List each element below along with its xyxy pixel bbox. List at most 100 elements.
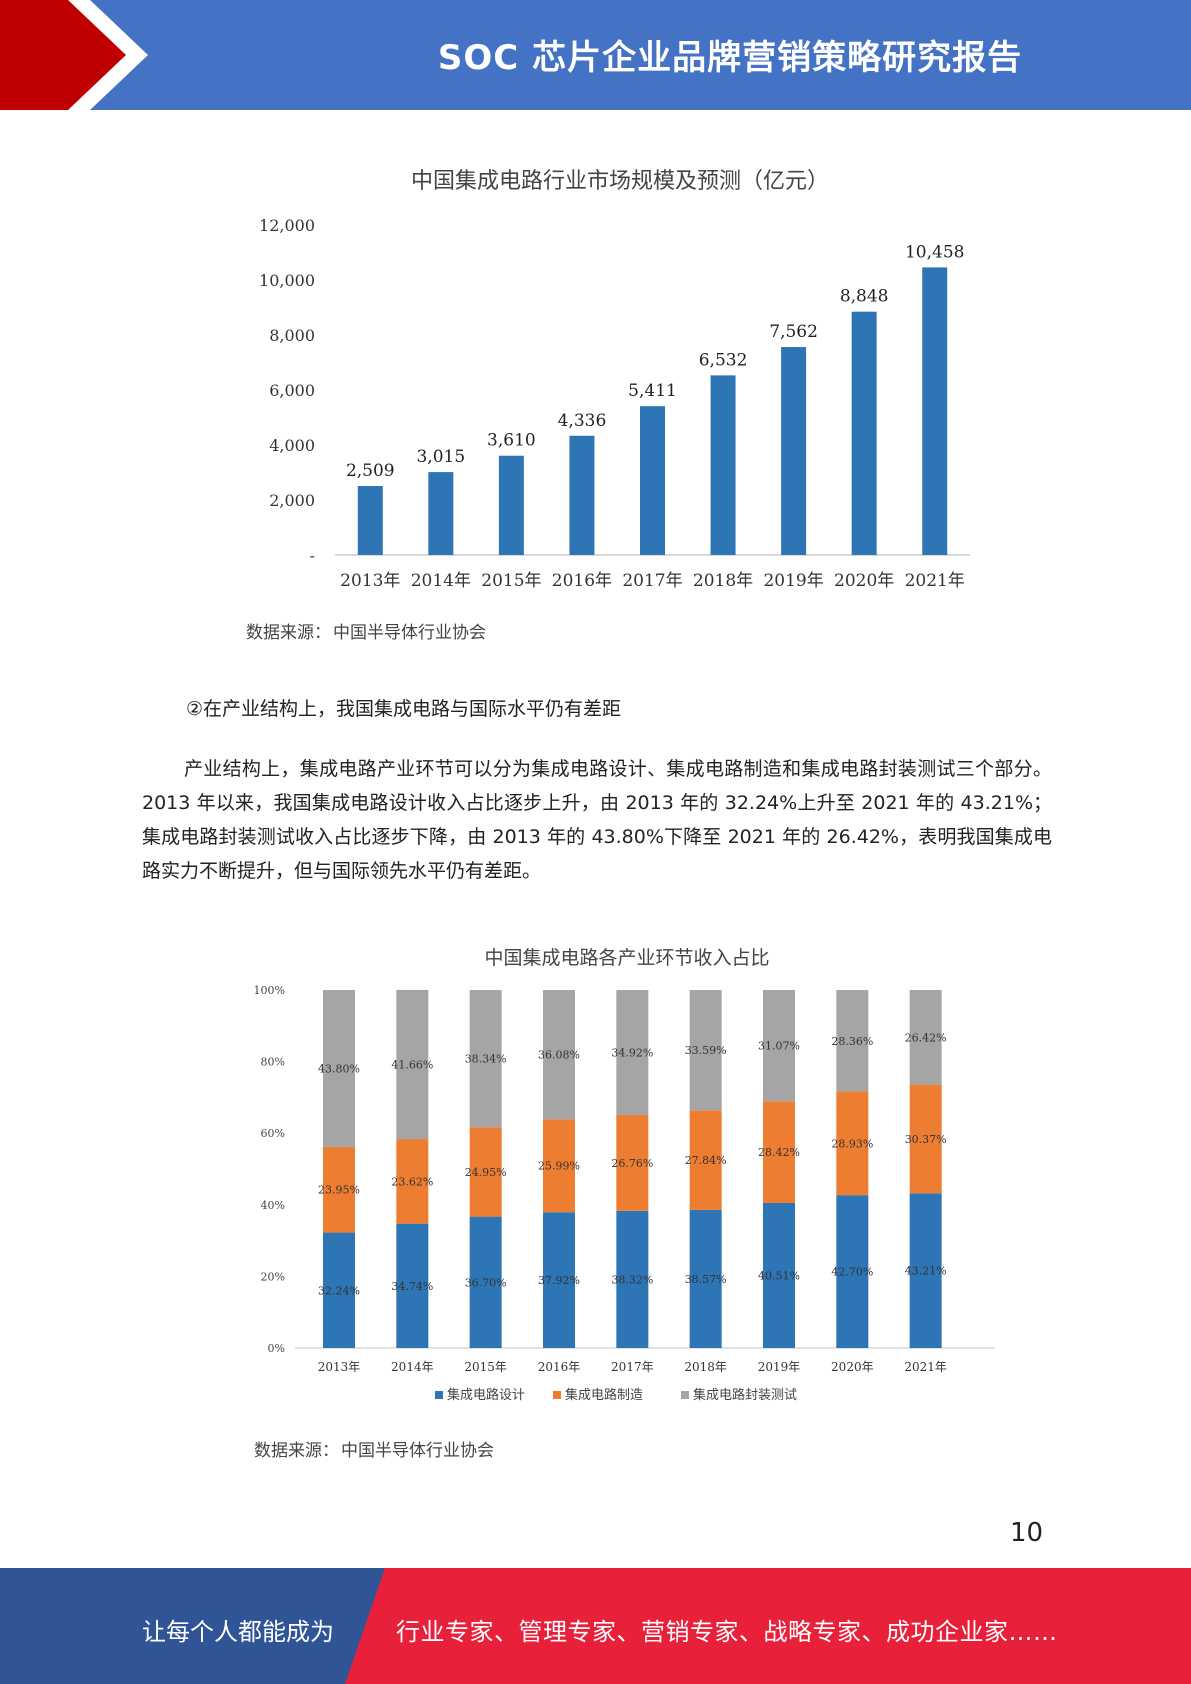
stacked-segment bbox=[543, 990, 575, 1120]
bar bbox=[781, 347, 807, 555]
y-tick-label: 4,000 bbox=[269, 436, 315, 455]
bar bbox=[569, 435, 595, 555]
stacked-segment bbox=[763, 1101, 795, 1203]
stacked-segment bbox=[836, 1091, 869, 1196]
x-tick-label: 2017年 bbox=[611, 1360, 654, 1374]
data-label: 23.62% bbox=[391, 1175, 433, 1188]
footer-slogan-right: 行业专家、管理专家、营销专家、战略专家、成功企业家…… bbox=[396, 1618, 1058, 1646]
data-label: 38.34% bbox=[465, 1053, 507, 1066]
x-tick-label: 2018年 bbox=[693, 571, 753, 591]
data-label: 34.74% bbox=[391, 1280, 433, 1293]
stacked-segment bbox=[689, 1110, 722, 1210]
data-label: 26.42% bbox=[905, 1031, 947, 1044]
stacked-segment bbox=[396, 1139, 429, 1224]
data-label: 28.93% bbox=[831, 1137, 873, 1150]
data-label: 36.08% bbox=[538, 1049, 580, 1062]
chart-title: 中国集成电路各产业环节收入占比 bbox=[484, 947, 769, 969]
data-label: 28.36% bbox=[831, 1035, 873, 1048]
data-label: 25.99% bbox=[538, 1160, 580, 1173]
legend-swatch bbox=[435, 1391, 443, 1399]
data-label: 8,848 bbox=[840, 287, 889, 307]
data-label: 3,015 bbox=[416, 447, 465, 467]
bar bbox=[428, 472, 454, 555]
x-tick-label: 2014年 bbox=[411, 571, 471, 591]
data-label: 24.95% bbox=[465, 1166, 507, 1179]
legend-label: 集成电路封装测试 bbox=[693, 1387, 797, 1403]
data-label: 4,336 bbox=[558, 411, 607, 431]
bar bbox=[710, 375, 736, 555]
x-tick-label: 2020年 bbox=[834, 571, 894, 591]
legend-label: 集成电路制造 bbox=[565, 1387, 643, 1403]
revenue-share-chart-svg: 中国集成电路各产业环节收入占比 0% 20% 40% 60% 80% 100% 32.24% 2… bbox=[254, 947, 995, 1403]
stacked-segment bbox=[763, 990, 795, 1102]
stacked-segment bbox=[836, 1195, 869, 1348]
source-label: 数据来源： bbox=[246, 623, 331, 643]
x-tick-label: 2013年 bbox=[318, 1360, 361, 1374]
x-tick-label: 2016年 bbox=[538, 1360, 581, 1374]
data-label: 40.51% bbox=[758, 1269, 800, 1282]
footer-banner bbox=[0, 1568, 1191, 1684]
data-label: 10,458 bbox=[905, 242, 964, 262]
stacked-segment bbox=[323, 1146, 355, 1233]
x-tick-label: 2019年 bbox=[763, 571, 823, 591]
stacked-segment bbox=[616, 1210, 649, 1348]
x-tick-label: 2019年 bbox=[758, 1360, 801, 1374]
data-label: 38.32% bbox=[611, 1273, 653, 1286]
stacked-segment bbox=[469, 1216, 502, 1348]
data-label: 5,411 bbox=[628, 381, 677, 401]
bar bbox=[922, 267, 948, 555]
revenue-share-chart: 中国集成电路各产业环节收入占比 0% 20% 40% 60% 80% 100% 32.24% 2… bbox=[240, 935, 1000, 1415]
stacked-segment bbox=[763, 1202, 795, 1348]
market-chart-source: 数据来源： 中国半导体行业协会 bbox=[246, 618, 486, 643]
y-tick-label: 20% bbox=[261, 1270, 285, 1283]
stacked-segment bbox=[396, 989, 429, 1140]
page-header: SOC 芯片企业品牌营销策略研究报告 bbox=[0, 0, 1191, 110]
data-label: 3,610 bbox=[487, 431, 536, 451]
section-heading: ②在产业结构上，我国集成电路与国际水平仍有差距 bbox=[186, 698, 622, 720]
bar bbox=[640, 406, 665, 555]
legend-swatch bbox=[681, 1391, 689, 1399]
y-tick-label: 12,000 bbox=[259, 216, 315, 235]
stacked-segment bbox=[543, 1212, 575, 1348]
stacked-segment bbox=[689, 1209, 722, 1348]
stacked-segment bbox=[543, 1119, 575, 1213]
x-tick-label: 2017年 bbox=[622, 571, 682, 591]
bar bbox=[498, 455, 524, 555]
data-label: 36.70% bbox=[465, 1276, 507, 1289]
x-tick-label: 2013年 bbox=[340, 571, 400, 591]
x-tick-label: 2016年 bbox=[552, 571, 612, 591]
source-label: 数据来源： bbox=[254, 1441, 339, 1461]
data-label: 6,532 bbox=[699, 350, 748, 370]
y-tick-label: 2,000 bbox=[269, 491, 315, 510]
y-tick-label: 40% bbox=[261, 1199, 285, 1212]
data-label: 7,562 bbox=[769, 322, 818, 342]
data-label: 38.57% bbox=[685, 1273, 727, 1286]
stacked-segment bbox=[689, 990, 722, 1111]
y-tick-label: 80% bbox=[261, 1056, 285, 1069]
stacked-segment bbox=[836, 990, 869, 1092]
stacked-segment bbox=[323, 1232, 355, 1348]
data-label: 42.70% bbox=[831, 1266, 873, 1279]
data-label: 33.59% bbox=[685, 1044, 727, 1057]
data-label: 32.24% bbox=[318, 1284, 360, 1297]
share-chart-source: 数据来源： 中国半导体行业协会 bbox=[254, 1436, 494, 1461]
y-tick-label: 8,000 bbox=[269, 326, 315, 345]
x-tick-label: 2014年 bbox=[391, 1360, 434, 1374]
market-size-chart: 中国集成电路行业市场规模及预测（亿元） - 2,000 4,000 6,000 8,000… bbox=[240, 150, 1000, 610]
footer-slogan-left: 让每个人都能成为 bbox=[142, 1618, 334, 1646]
y-tick-label: 100% bbox=[254, 984, 285, 997]
data-label: 23.95% bbox=[318, 1184, 360, 1197]
y-tick-label: 6,000 bbox=[269, 381, 315, 400]
data-label: 31.07% bbox=[758, 1040, 800, 1053]
stacked-segment bbox=[323, 990, 355, 1147]
body-paragraph: 产业结构上，集成电路产业环节可以分为集成电路设计、集成电路制造和集成电路封装测试… bbox=[142, 758, 1052, 882]
header-banner bbox=[0, 0, 1191, 110]
report-title: SOC 芯片企业品牌营销策略研究报告 bbox=[437, 38, 1023, 78]
data-label: 37.92% bbox=[538, 1274, 580, 1287]
bar bbox=[357, 486, 383, 555]
stacked-segment bbox=[469, 990, 502, 1128]
stacked-segment bbox=[396, 1223, 429, 1348]
data-label: 43.80% bbox=[318, 1062, 360, 1075]
page-footer: 让每个人都能成为 行业专家、管理专家、营销专家、战略专家、成功企业家…… bbox=[0, 1568, 1191, 1684]
data-label: 43.21% bbox=[905, 1265, 947, 1278]
